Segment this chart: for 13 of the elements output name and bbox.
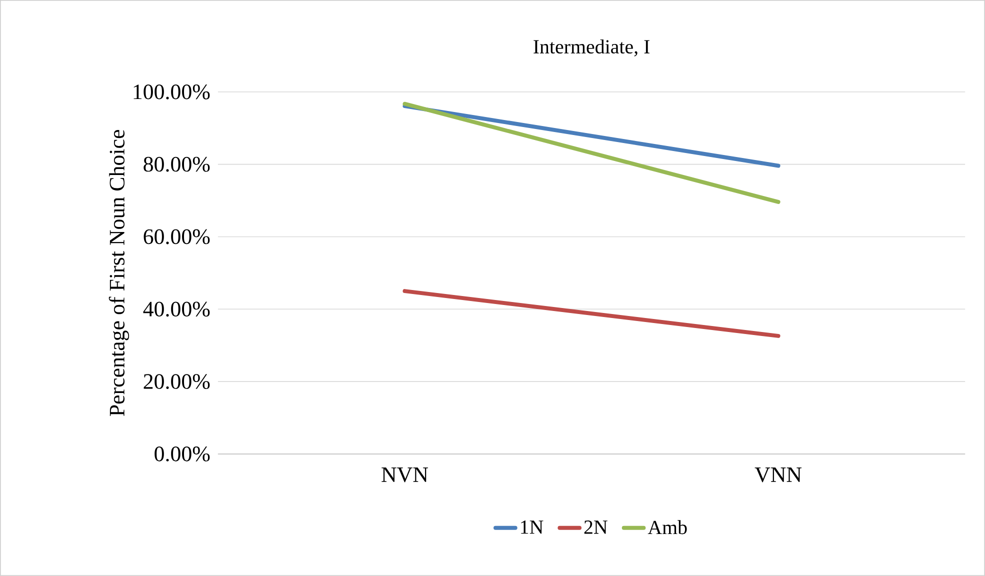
legend-label: Amb (648, 520, 687, 534)
y-tick-label: 20.00% (144, 374, 210, 390)
y-tick-label: 0.00% (154, 446, 210, 462)
x-tick-label: NVN (382, 468, 428, 482)
y-tick-label: 60.00% (144, 229, 210, 244)
x-tick-label: VNN (754, 468, 802, 482)
chart-title: Intermediate, I (534, 40, 650, 56)
y-tick-label: 100.00% (134, 84, 210, 100)
y-tick-label: 40.00% (143, 302, 210, 317)
legend-label: 2N (584, 520, 608, 534)
legend-label: 1N (521, 520, 544, 534)
y-tick-label: 80.00% (144, 156, 210, 172)
y-axis-title: Percentage of First Noun Choice (108, 130, 130, 416)
